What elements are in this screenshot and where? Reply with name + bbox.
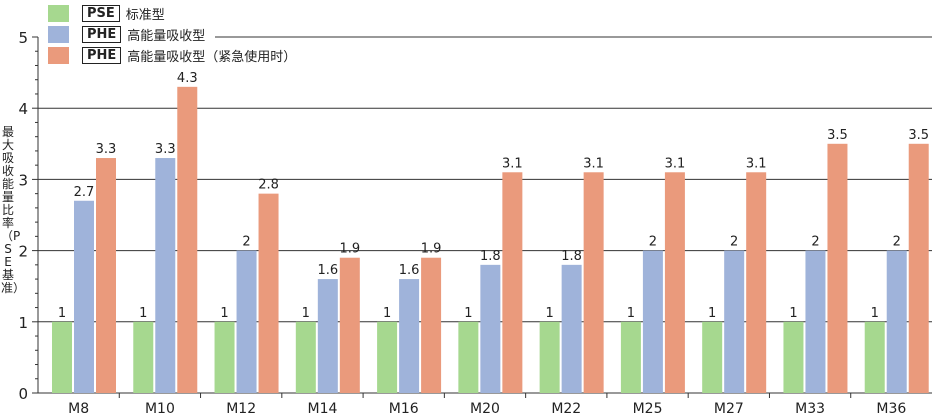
legend-code: PHE [82, 47, 122, 64]
x-tick-label: M8 [68, 401, 89, 417]
data-label: 4.3 [177, 71, 198, 86]
x-tick-label: M33 [795, 401, 825, 417]
data-label: 1 [383, 306, 391, 321]
bar [377, 321, 398, 393]
bar [539, 321, 560, 393]
x-tick-label: M22 [551, 401, 581, 417]
x-tick-label: M36 [876, 401, 906, 417]
bar [783, 321, 804, 393]
y-tick-label: 4 [18, 100, 28, 118]
bar [702, 321, 723, 393]
y-tick-label: 1 [18, 314, 28, 332]
data-label: 3.1 [583, 156, 604, 171]
data-label: 2 [730, 235, 738, 250]
bar [664, 172, 685, 393]
y-tick-label: 5 [18, 29, 28, 47]
bar [399, 279, 420, 393]
data-label: 3.1 [502, 156, 523, 171]
legend-label: 高能量吸收型 [127, 29, 206, 44]
data-label: 1 [464, 306, 472, 321]
data-label: 1.8 [561, 249, 582, 264]
bar [724, 250, 745, 393]
data-label: 2.7 [74, 185, 95, 200]
data-label: 1.6 [399, 263, 420, 278]
bar [805, 250, 826, 393]
data-label: 3.5 [908, 128, 929, 143]
y-tick-label: 0 [18, 385, 28, 403]
x-tick-label: M16 [389, 401, 419, 417]
bar [502, 172, 523, 393]
bar [236, 250, 257, 393]
data-label: 3.3 [96, 142, 117, 157]
bar [214, 321, 235, 393]
x-tick-label: M27 [714, 401, 744, 417]
bar [52, 321, 72, 393]
legend-swatch [48, 26, 69, 43]
x-tick-label: M12 [226, 401, 256, 417]
legend-label: 标准型 [125, 8, 165, 23]
bar [177, 86, 198, 393]
x-tick-label: M10 [145, 401, 175, 417]
bar [295, 321, 316, 393]
data-label: 1 [627, 306, 635, 321]
data-label: 1 [220, 306, 228, 321]
data-label: 1 [789, 306, 797, 321]
legend-item-pse: PSE 标准型 [48, 3, 296, 24]
bar [642, 250, 663, 393]
bar [317, 279, 338, 393]
data-label: 2 [893, 235, 901, 250]
data-label: 3.3 [155, 142, 176, 157]
bar [458, 321, 479, 393]
data-label: 1.6 [317, 263, 338, 278]
bar [620, 321, 641, 393]
legend-swatch [48, 5, 69, 22]
data-label: 2 [649, 235, 657, 250]
bar [480, 264, 501, 393]
legend-swatch [48, 47, 69, 64]
x-tick-label: M20 [470, 401, 500, 417]
data-label: 1 [708, 306, 716, 321]
bar [339, 257, 360, 393]
x-tick-label: M14 [308, 401, 338, 417]
bar [746, 172, 767, 393]
bar [74, 200, 94, 393]
data-label: 1 [139, 306, 147, 321]
bar [864, 321, 885, 393]
data-label: 1.9 [339, 242, 360, 257]
bar [155, 158, 176, 393]
bar [421, 257, 442, 393]
bar [886, 250, 907, 393]
bar [133, 321, 154, 393]
bar [258, 193, 279, 393]
data-label: 2 [811, 235, 819, 250]
legend-item-phe-emergency: PHE 高能量吸收型（紧急使用时） [48, 45, 296, 66]
y-axis-label: 最大吸收能量比率（PSE基准） [1, 125, 26, 295]
x-tick-label: M25 [633, 401, 663, 417]
legend-label: 高能量吸收型（紧急使用时） [127, 50, 297, 65]
data-label: 1 [545, 306, 553, 321]
legend-code: PHE [82, 26, 122, 43]
data-label: 1 [871, 306, 879, 321]
bar [827, 143, 848, 393]
bar [583, 172, 604, 393]
bar [561, 264, 582, 393]
bar [96, 158, 116, 393]
data-label: 1 [302, 306, 310, 321]
data-label: 3.5 [827, 128, 848, 143]
data-label: 3.1 [665, 156, 686, 171]
legend: PSE 标准型 PHE 高能量吸收型 PHE 高能量吸收型（紧急使用时） [48, 3, 296, 66]
data-label: 1.8 [480, 249, 501, 264]
y-tick-label: 2 [18, 243, 28, 261]
y-tick-label: 3 [18, 171, 28, 189]
legend-item-phe: PHE 高能量吸收型 [48, 24, 296, 45]
data-label: 1 [58, 306, 66, 321]
data-label: 3.1 [746, 156, 767, 171]
data-label: 1.9 [421, 242, 442, 257]
data-label: 2 [242, 235, 250, 250]
legend-code: PSE [82, 5, 120, 22]
bar [908, 143, 929, 393]
data-label: 2.8 [258, 178, 279, 193]
